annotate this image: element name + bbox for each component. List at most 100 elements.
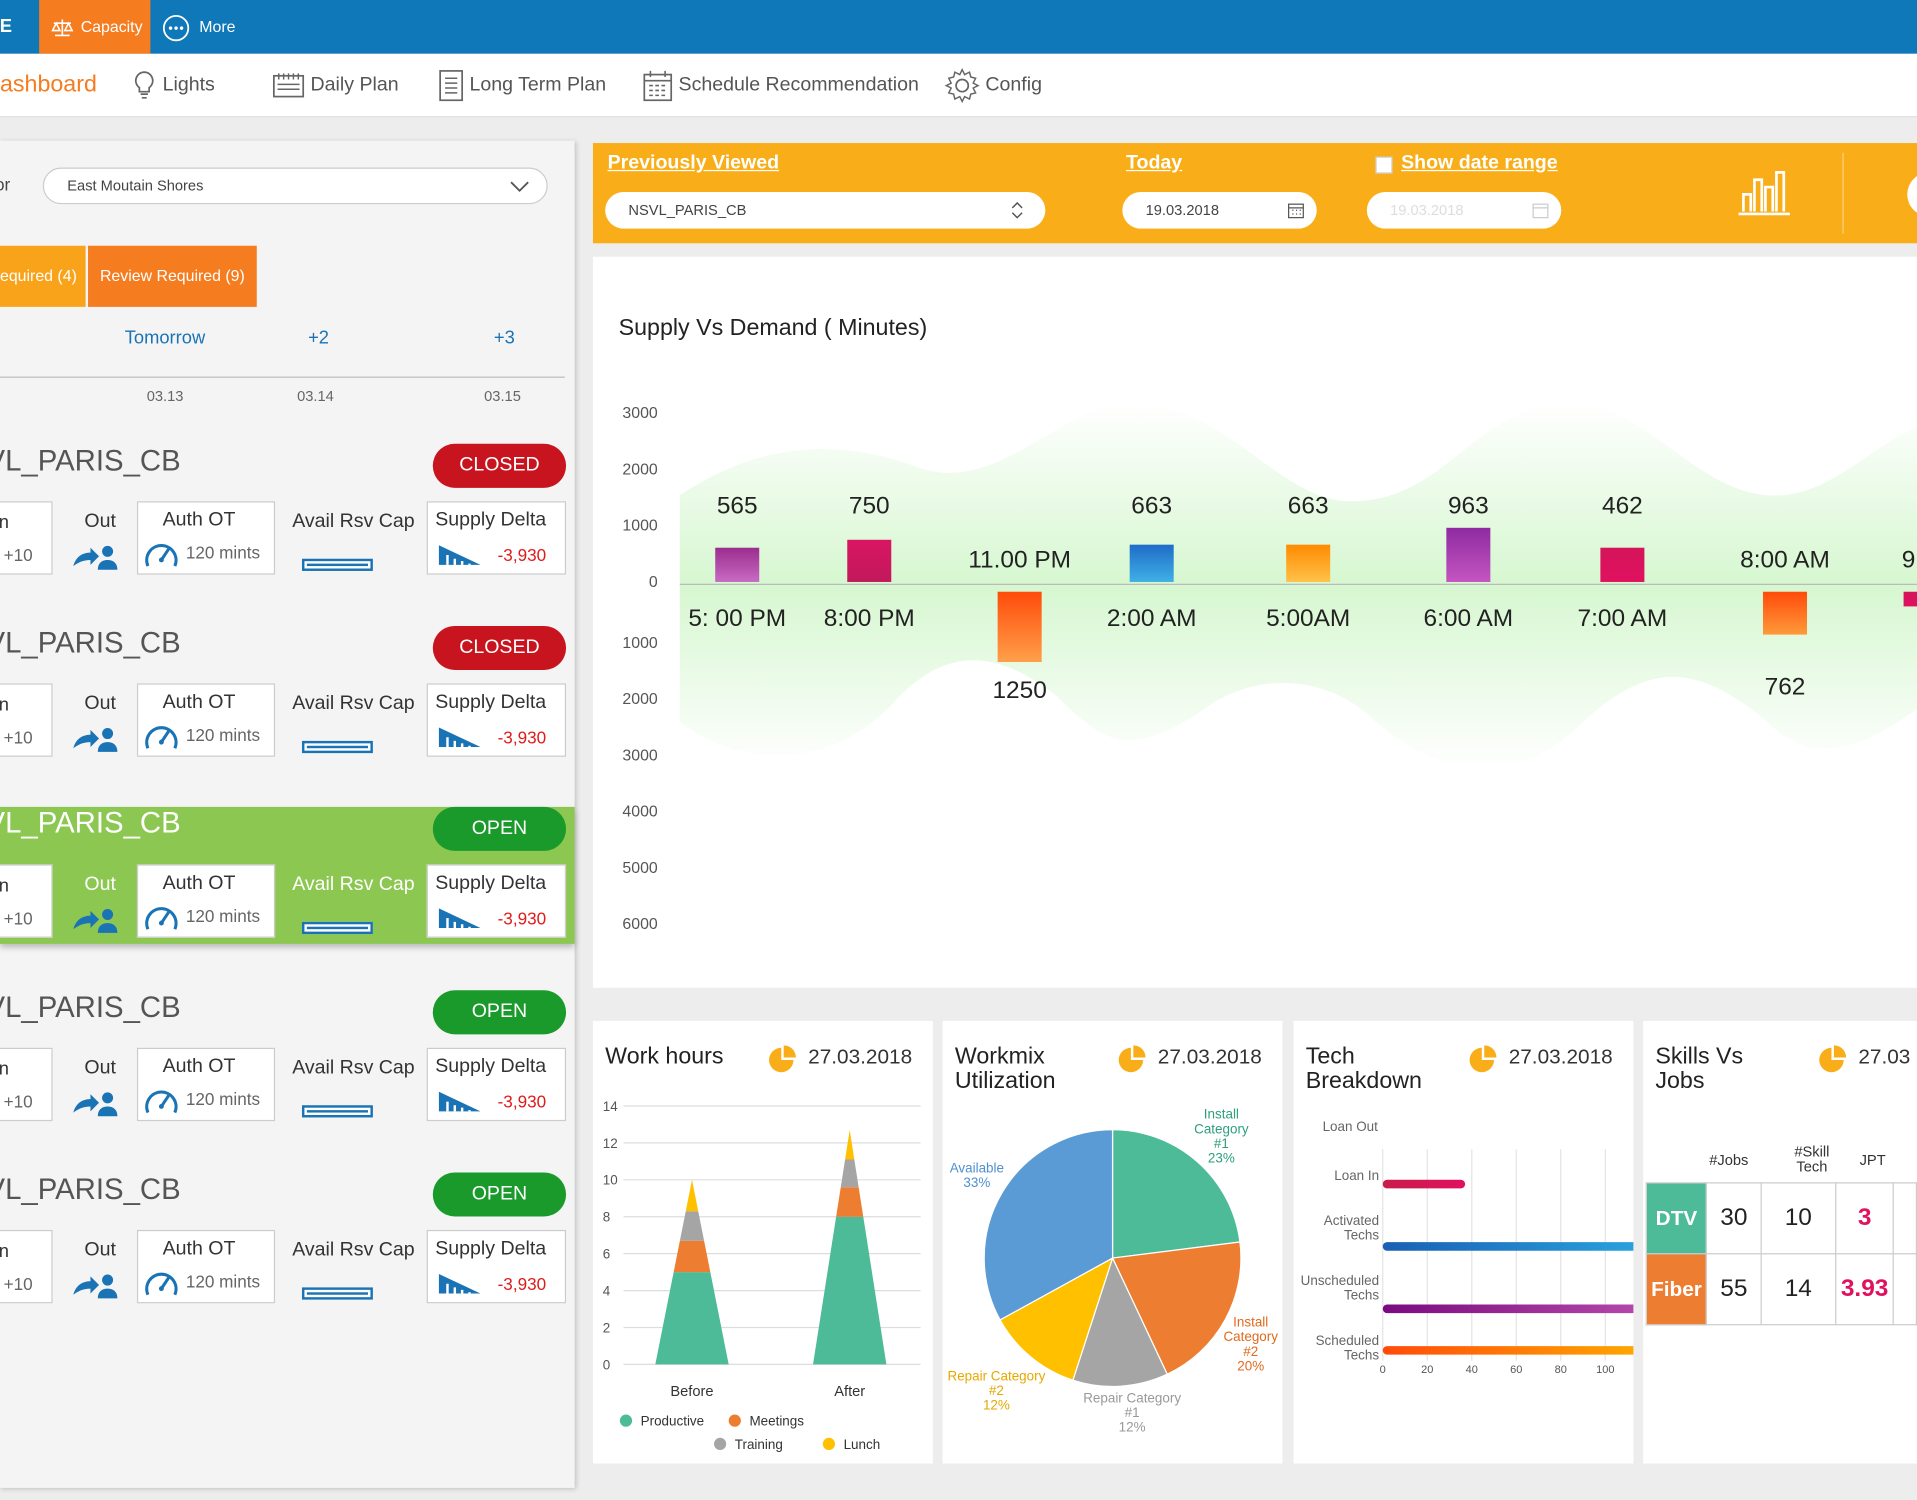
- nav-daily-plan[interactable]: Daily Plan: [271, 54, 399, 118]
- status-badge[interactable]: OPEN: [432, 806, 567, 851]
- demand-bar[interactable]: [1903, 591, 1917, 607]
- stack-segment[interactable]: [673, 1240, 711, 1273]
- document-list-icon: [439, 69, 463, 101]
- stack-segment[interactable]: [679, 1211, 705, 1241]
- supply-bar[interactable]: [1446, 527, 1491, 582]
- supply-bar[interactable]: [715, 547, 760, 582]
- supply-bar[interactable]: [847, 539, 892, 582]
- transfer-user-icon[interactable]: [71, 724, 120, 753]
- y-tick-label: 4: [603, 1283, 611, 1298]
- day-tab-plus2[interactable]: +2: [308, 327, 330, 349]
- nav-config[interactable]: Config: [944, 54, 1042, 118]
- transfer-user-icon[interactable]: [71, 1270, 120, 1299]
- site-card[interactable]: VL_PARIS_CB OPEN n +10 Out Auth OT 120 mints Av…: [0, 806, 575, 944]
- supply-bar[interactable]: [1286, 544, 1331, 582]
- tab-review-required[interactable]: Review Required (9): [88, 245, 257, 307]
- auth-ot-label: Auth OT: [162, 1056, 236, 1078]
- status-badge[interactable]: CLOSED: [432, 443, 567, 488]
- bar-chart-icon[interactable]: [1734, 167, 1795, 221]
- pie-chart-icon[interactable]: [1117, 1044, 1146, 1073]
- bar-value-label: 565: [717, 492, 758, 519]
- top-more-menu[interactable]: More: [162, 0, 236, 54]
- supply-demand-title: Supply Vs Demand ( Minutes): [618, 315, 928, 342]
- nav-schedule-recommendation[interactable]: Schedule Recommendation: [642, 54, 919, 118]
- stack-segment[interactable]: [685, 1179, 699, 1212]
- today-date-input[interactable]: 19.03.2018: [1122, 191, 1317, 229]
- tab-approval-required[interactable]: equired (4): [0, 245, 86, 307]
- top-capacity-tab[interactable]: Capacity: [39, 0, 151, 54]
- bar-value-label: 1250: [992, 677, 1046, 704]
- stack-segment[interactable]: [840, 1159, 859, 1188]
- auth-ot-box[interactable]: Auth OT 120 mints: [136, 864, 276, 938]
- day-date: 03.14: [297, 387, 334, 405]
- pie-chart-icon[interactable]: [1468, 1044, 1497, 1073]
- supply-delta-box[interactable]: Supply Delta -3,930: [426, 1229, 567, 1304]
- status-badge[interactable]: CLOSED: [432, 625, 567, 670]
- auth-ot-box[interactable]: Auth OT 120 mints: [136, 501, 276, 575]
- circle-button[interactable]: [1907, 172, 1917, 217]
- tech-bar[interactable]: [1382, 1242, 1634, 1251]
- site-card[interactable]: VL_PARIS_CB CLOSED n +10 Out Auth OT 120 mints…: [0, 625, 575, 763]
- day-tab-plus3[interactable]: +3: [493, 327, 515, 349]
- pie-chart-icon[interactable]: [1818, 1044, 1847, 1073]
- site-card[interactable]: VL_PARIS_CB OPEN n +10 Out Auth OT 120 mints Av…: [0, 990, 575, 1127]
- skills-header-jpt: JPT: [1859, 1151, 1886, 1169]
- demand-area: [679, 584, 1917, 769]
- auth-ot-box[interactable]: Auth OT 120 mints: [136, 1229, 276, 1304]
- legend-dot: [619, 1414, 633, 1427]
- auth-ot-box[interactable]: Auth OT 120 mints: [136, 1047, 276, 1122]
- pie-slice[interactable]: [1111, 1129, 1241, 1259]
- tech-bar[interactable]: [1382, 1179, 1466, 1189]
- category-label: Scheduled Techs: [1316, 1333, 1380, 1363]
- nav-lights[interactable]: Lights: [131, 54, 215, 118]
- supply-bar[interactable]: [1600, 547, 1645, 582]
- stack-segment[interactable]: [845, 1129, 855, 1160]
- pie-slice[interactable]: [1072, 1256, 1169, 1387]
- pie-slice[interactable]: [983, 1129, 1114, 1321]
- in-label: n: [0, 512, 9, 533]
- transfer-user-icon[interactable]: [71, 1088, 120, 1117]
- today-label[interactable]: Today: [1126, 152, 1183, 174]
- stack-segment[interactable]: [813, 1216, 887, 1365]
- in-box[interactable]: n +10: [0, 1229, 53, 1304]
- in-box[interactable]: n +10: [0, 1047, 53, 1122]
- tech-bar[interactable]: [1382, 1304, 1634, 1314]
- status-badge[interactable]: OPEN: [432, 990, 567, 1035]
- status-badge[interactable]: OPEN: [432, 1172, 567, 1217]
- y-tick-label: 3000: [622, 405, 657, 422]
- day-tab-tomorrow[interactable]: Tomorrow: [124, 327, 206, 349]
- in-box[interactable]: n +10: [0, 683, 53, 757]
- y-tick-label: 1000: [622, 518, 657, 535]
- supply-delta-box[interactable]: Supply Delta -3,930: [426, 501, 567, 575]
- tech-bar[interactable]: [1382, 1346, 1634, 1355]
- auth-ot-box[interactable]: Auth OT 120 mints: [136, 683, 276, 757]
- in-box[interactable]: n +10: [0, 864, 53, 938]
- show-date-range-checkbox[interactable]: [1375, 156, 1393, 174]
- nav-long-term-plan[interactable]: Long Term Plan: [438, 54, 606, 118]
- nav-dashboard[interactable]: ashboard: [0, 72, 97, 98]
- delta-chart-icon: [438, 1273, 481, 1294]
- show-date-range-label[interactable]: Show date range: [1401, 152, 1558, 174]
- transfer-user-icon[interactable]: [71, 905, 120, 934]
- date-range-input[interactable]: 19.03.2018: [1366, 191, 1562, 229]
- demand-bar[interactable]: [1762, 591, 1808, 635]
- demand-bar[interactable]: [997, 591, 1042, 663]
- pie-slice[interactable]: [999, 1256, 1114, 1381]
- stack-segment[interactable]: [836, 1187, 864, 1217]
- supply-bar[interactable]: [1129, 544, 1174, 582]
- supply-delta-box[interactable]: Supply Delta -3,930: [426, 683, 567, 757]
- pie-slice[interactable]: [1111, 1241, 1242, 1376]
- region-select[interactable]: East Moutain Shores: [42, 167, 548, 205]
- stack-segment[interactable]: [655, 1272, 729, 1365]
- site-card[interactable]: VL_PARIS_CB CLOSED n +10 Out Auth OT 120 mints…: [0, 443, 575, 581]
- pie-chart-icon[interactable]: [768, 1044, 797, 1073]
- supply-delta-box[interactable]: Supply Delta -3,930: [426, 1047, 567, 1122]
- transfer-user-icon[interactable]: [71, 542, 120, 571]
- x-tick-label: 80: [1555, 1364, 1567, 1376]
- site-card[interactable]: VL_PARIS_CB OPEN n +10 Out Auth OT 120 mints Av…: [0, 1172, 575, 1309]
- previously-viewed-select[interactable]: NSVL_PARIS_CB: [605, 191, 1046, 229]
- previously-viewed-label[interactable]: Previously Viewed: [607, 152, 780, 174]
- supply-delta-box[interactable]: Supply Delta -3,930: [426, 864, 567, 938]
- skill-jobs: 30: [1706, 1182, 1762, 1255]
- in-box[interactable]: n +10: [0, 501, 53, 575]
